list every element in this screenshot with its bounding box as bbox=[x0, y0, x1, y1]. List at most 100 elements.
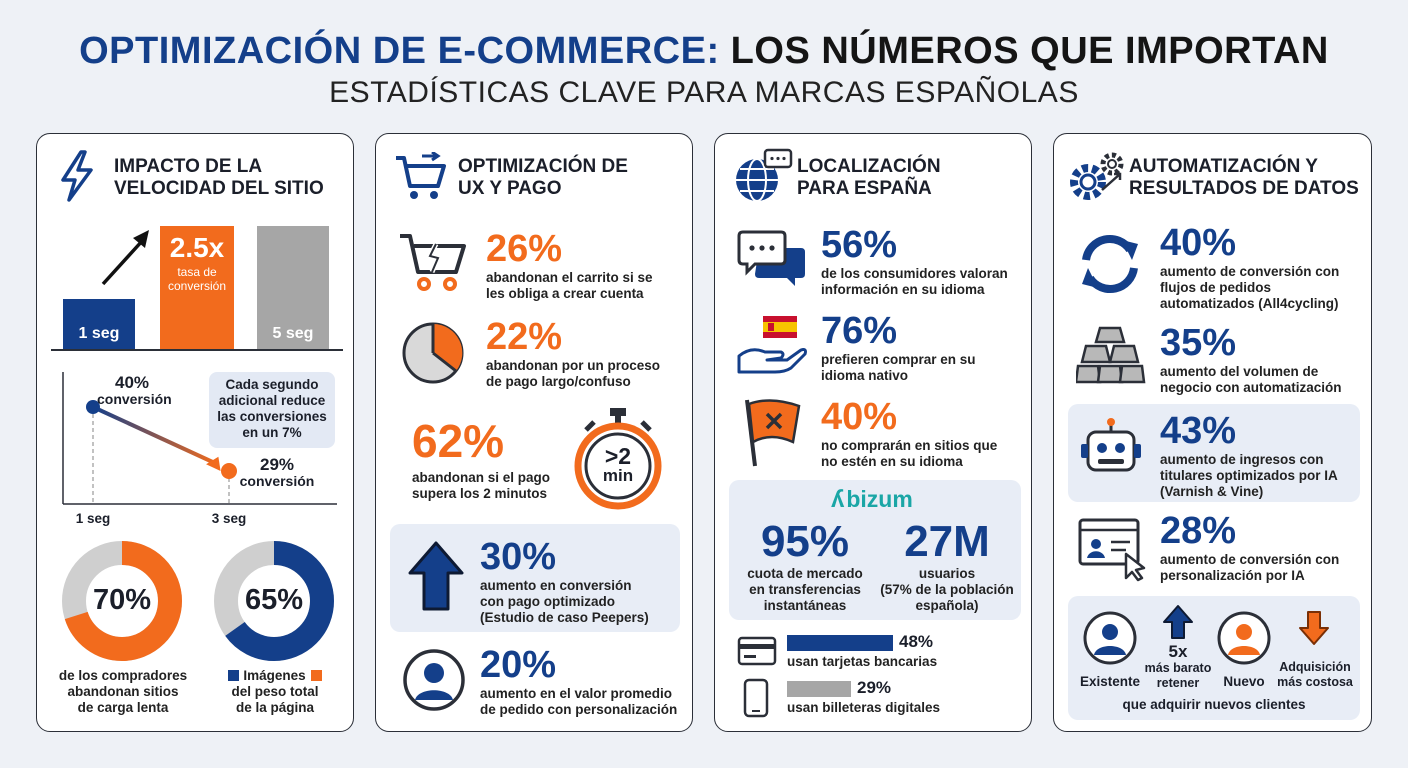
stat-35: 35% aumento del volumen de negocio con au… bbox=[1160, 324, 1342, 396]
hand-flag-icon bbox=[735, 312, 809, 376]
stat-40-local-desc: no comprarán en sitios que no estén en su… bbox=[821, 438, 997, 470]
retain-caption: 5x más barato retener bbox=[1142, 642, 1214, 691]
donut-70-caption: de los compradores abandonan sitios de c… bbox=[43, 668, 203, 716]
stat-40-local: 40% no comprarán en sitios que no estén e… bbox=[821, 398, 997, 470]
stat-30: 30% aumento en conversión con pago optimi… bbox=[480, 538, 649, 626]
stat-30-desc-l2: con pago optimizado bbox=[480, 594, 615, 609]
note-box: Cada segundo adicional reduce las conver… bbox=[209, 372, 335, 448]
retain-caption-l2: retener bbox=[1156, 676, 1200, 690]
note-l3: las conversiones bbox=[217, 409, 327, 424]
acquire-caption: Adquisición más costosa bbox=[1274, 660, 1356, 690]
retain-arrow-up-icon bbox=[1162, 604, 1194, 640]
robot-icon bbox=[1078, 416, 1144, 486]
retain-factor: 5x bbox=[1168, 642, 1188, 661]
stat-56-desc-l1: de los consumidores valoran bbox=[821, 266, 1008, 281]
chat-bubbles-icon bbox=[737, 230, 807, 288]
stat-62-desc-l1: abandonan si el pago bbox=[412, 470, 551, 485]
bizum-stat-27m-desc: usuarios (57% de la población española) bbox=[875, 566, 1019, 614]
stat-43-desc-l1: aumento de ingresos con bbox=[1160, 452, 1324, 467]
bizum-stat-95-l2: en transferencias bbox=[749, 582, 861, 597]
bar-conversion-caption-l1: tasa de bbox=[177, 265, 217, 279]
pie-clock-icon bbox=[400, 320, 466, 386]
stat-76-desc-l1: prefieren comprar en su bbox=[821, 352, 976, 367]
stat-26: 26% abandonan el carrito si se les obliga… bbox=[486, 230, 653, 302]
lightning-icon bbox=[59, 150, 95, 202]
stat-62-desc: abandonan si el pago supera los 2 minutos bbox=[412, 470, 550, 502]
bizum-stat-27m-l3: española) bbox=[915, 598, 979, 613]
legend-blue-swatch bbox=[228, 670, 240, 681]
point-29-value: 29% bbox=[259, 455, 295, 474]
x-flag-icon bbox=[741, 396, 805, 468]
existing-customer-icon bbox=[1082, 610, 1138, 666]
panel-site-speed: IMPACTO DE LA VELOCIDAD DEL SITIO 1 seg … bbox=[36, 133, 354, 732]
panel4-title: AUTOMATIZACIÓN Y RESULTADOS DE DATOS bbox=[1129, 156, 1359, 200]
bar-conversion: 2.5x tasa de conversión bbox=[160, 226, 234, 349]
stopwatch-text: >2 min bbox=[572, 445, 664, 486]
donut-65-caption-l3: de la página bbox=[235, 700, 315, 715]
title-part1: OPTIMIZACIÓN DE E-COMMERCE: bbox=[79, 30, 720, 72]
point-1seg bbox=[86, 400, 100, 414]
donut-65-caption-l2: del peso total bbox=[231, 684, 319, 699]
pay-bar-cards-label: usan tarjetas bancarias bbox=[787, 654, 938, 669]
stat-28-desc-l1: aumento de conversión con bbox=[1160, 552, 1340, 567]
bizum-box bbox=[729, 480, 1021, 620]
point-3seg bbox=[221, 463, 237, 479]
donut-65-caption-l1: Imágenes bbox=[243, 668, 306, 683]
stat-22-value: 22% bbox=[486, 316, 563, 358]
stat-40-auto-desc-l2: flujos de pedidos bbox=[1160, 280, 1272, 295]
page-title: OPTIMIZACIÓN DE E-COMMERCE: LOS NÚMEROS … bbox=[0, 30, 1408, 73]
stat-62-value: 62% bbox=[412, 415, 505, 467]
stat-40-auto-desc: aumento de conversión con flujos de pedid… bbox=[1160, 264, 1339, 312]
pay-bar-wallets-value: 29% bbox=[857, 678, 892, 697]
stat-28: 28% aumento de conversión con personaliza… bbox=[1160, 512, 1339, 584]
bizum-stat-27m-value: 27M bbox=[904, 517, 990, 566]
smartphone-icon bbox=[743, 678, 769, 718]
pay-bar-wallets-label: usan billeteras digitales bbox=[787, 700, 941, 715]
stat-43-value: 43% bbox=[1160, 410, 1237, 452]
panel1-title: IMPACTO DE LA VELOCIDAD DEL SITIO bbox=[114, 156, 324, 200]
pay-bar-wallets: 29% usan billeteras digitales bbox=[787, 678, 1017, 716]
broken-cart-icon bbox=[398, 230, 470, 294]
bizum-stat-95-l3: instantáneas bbox=[763, 598, 847, 613]
pay-bar-cards: 48% usan tarjetas bancarias bbox=[787, 632, 1017, 670]
panel3-title-l1: LOCALIZACIÓN bbox=[797, 156, 941, 177]
note-l2: adicional reduce bbox=[218, 393, 326, 408]
bar-1seg-label: 1 seg bbox=[78, 325, 120, 342]
point-40-label: 40% conversión bbox=[97, 373, 172, 408]
refresh-icon bbox=[1076, 230, 1144, 298]
stat-76-value: 76% bbox=[821, 310, 898, 352]
bizum-stat-95-value: 95% bbox=[760, 517, 850, 566]
stat-35-desc-l1: aumento del volumen de bbox=[1160, 364, 1319, 379]
new-customer-icon bbox=[1216, 610, 1272, 666]
panel2-title-l2: UX Y PAGO bbox=[458, 178, 562, 199]
browser-user-icon bbox=[1078, 518, 1148, 582]
point-40-value: 40% bbox=[114, 373, 150, 392]
bizum-mark-icon: ʎ bbox=[831, 486, 844, 513]
cart-icon bbox=[394, 152, 448, 202]
bar-5seg: 5 seg bbox=[257, 226, 329, 349]
stat-76-desc: prefieren comprar en su idioma nativo bbox=[821, 352, 976, 384]
stat-40-auto: 40% aumento de conversión con flujos de p… bbox=[1160, 224, 1339, 312]
panel-ux-payment: OPTIMIZACIÓN DE UX Y PAGO 26% abandonan … bbox=[375, 133, 693, 732]
bizum-stat-27m-l2: (57% de la población bbox=[880, 582, 1014, 597]
title-part2: LOS NÚMEROS QUE IMPORTAN bbox=[730, 30, 1329, 72]
globe-chat-icon bbox=[733, 148, 793, 204]
stat-40-auto-value: 40% bbox=[1160, 222, 1237, 264]
panel3-title: LOCALIZACIÓN PARA ESPAÑA bbox=[797, 156, 941, 200]
stat-30-desc-l3: (Estudio de caso Peepers) bbox=[480, 610, 649, 625]
stat-35-desc: aumento del volumen de negocio con automa… bbox=[1160, 364, 1342, 396]
stat-62: 62% abandonan si el pago supera los 2 min… bbox=[412, 418, 550, 502]
stat-22-desc: abandonan por un proceso de pago largo/co… bbox=[486, 358, 660, 390]
stat-56: 56% de los consumidores valoran informaci… bbox=[821, 226, 1008, 298]
stat-26-value: 26% bbox=[486, 228, 563, 270]
existing-label: Existente bbox=[1079, 674, 1141, 689]
panel1-title-l2: VELOCIDAD DEL SITIO bbox=[114, 178, 324, 199]
donut-70-value: 70% bbox=[92, 584, 152, 616]
stat-62-desc-l2: supera los 2 minutos bbox=[412, 486, 548, 501]
bizum-stat-27m-l1: usuarios bbox=[918, 566, 976, 581]
stat-40-local-desc-l2: no estén en su idioma bbox=[821, 454, 963, 469]
panel-localization: LOCALIZACIÓN PARA ESPAÑA 56% de los cons… bbox=[714, 133, 1032, 732]
acquire-arrow-down-icon bbox=[1298, 610, 1330, 646]
panel2-title: OPTIMIZACIÓN DE UX Y PAGO bbox=[458, 156, 628, 200]
bizum-stat-27m: 27M usuarios (57% de la población española… bbox=[875, 520, 1019, 614]
